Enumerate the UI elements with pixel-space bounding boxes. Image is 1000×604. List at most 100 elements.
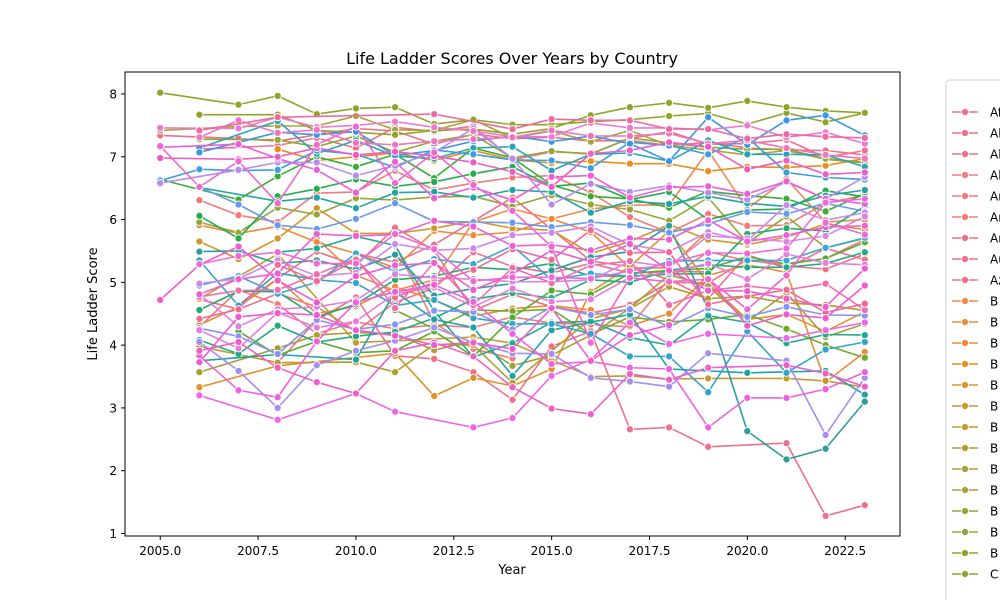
data-point [704,113,713,122]
data-point [351,355,360,364]
legend-entry: C [952,568,998,582]
series-line [198,165,865,240]
data-point [195,326,204,335]
data-point [665,300,674,309]
legend-entry: B [952,295,998,309]
legend-entry: Az [952,274,1000,288]
data-point [312,140,321,149]
data-point [665,364,674,374]
data-point [743,263,752,272]
data-point [391,270,400,279]
data-point [547,228,556,237]
legend-label: B [990,316,998,330]
legend: AfAlAlAlArArArAuAzBBBBBBBBBBBBBC [945,79,1000,604]
data-point [547,126,556,135]
data-point [234,157,243,166]
data-point [665,320,674,330]
data-point [234,124,243,133]
data-point [782,231,791,240]
legend-box [945,79,1000,604]
data-point [508,383,517,392]
data-point [273,260,282,269]
data-point [469,135,478,144]
data-point [743,221,752,230]
series-line [199,119,865,160]
y-tick-label: 1 [109,527,117,541]
data-point [351,317,360,326]
data-point [234,275,243,284]
data-point [586,164,595,173]
data-point [665,259,674,268]
data-point [704,182,713,191]
data-point [665,339,674,348]
data-point [665,375,674,384]
legend-marker [960,170,970,180]
data-point [665,157,674,166]
data-point [743,321,752,330]
data-point [782,334,791,343]
data-point [312,378,321,387]
data-point [782,310,791,319]
data-point [508,413,517,423]
data-point [273,199,282,208]
legend-entry: Af [952,106,1000,120]
legend-label: B [990,421,998,435]
data-point [391,407,400,416]
data-point [586,246,595,255]
data-point [860,133,869,142]
legend-label: B [990,442,998,456]
legend-label: B [990,358,998,372]
data-point [586,274,595,283]
data-point [351,104,360,113]
data-point [430,280,439,289]
data-point [821,444,830,453]
legend-entry: B [952,400,998,414]
legend-marker [960,191,970,201]
data-point [195,148,204,157]
data-point [234,100,243,109]
data-point [508,218,517,227]
data-point [586,356,595,365]
data-point [860,168,869,177]
data-point [234,366,243,375]
data-point [547,286,556,295]
legend-entry: B [952,379,998,393]
data-point [351,231,360,240]
data-point [547,147,556,156]
data-point [547,359,556,369]
data-point [156,295,165,304]
data-point [547,172,556,181]
data-point [743,275,752,284]
data-point [469,244,478,253]
data-point [665,277,674,286]
data-point [821,258,830,267]
data-point [625,116,634,125]
data-point [195,126,204,135]
series-line [199,205,866,318]
data-point [821,385,830,394]
legend-marker [960,422,970,432]
data-point [234,312,243,321]
data-point [312,158,321,167]
data-point [430,295,439,304]
legend-entry: B [952,358,998,372]
data-point [665,235,674,244]
data-point [273,309,282,318]
data-point [273,135,282,144]
data-point [665,183,674,192]
legend-marker [960,338,970,348]
legend-label: Al [990,169,1000,183]
data-point [782,209,791,218]
data-point [351,278,360,288]
data-point [195,383,204,392]
data-point [312,244,321,253]
data-point [547,319,556,328]
legend-marker [960,254,970,264]
data-point [743,134,752,143]
data-point [273,393,282,402]
data-point [351,298,360,307]
legend-entry: Ar [952,190,1000,204]
data-point [273,128,282,137]
data-point [821,218,830,227]
data-point [586,116,595,125]
